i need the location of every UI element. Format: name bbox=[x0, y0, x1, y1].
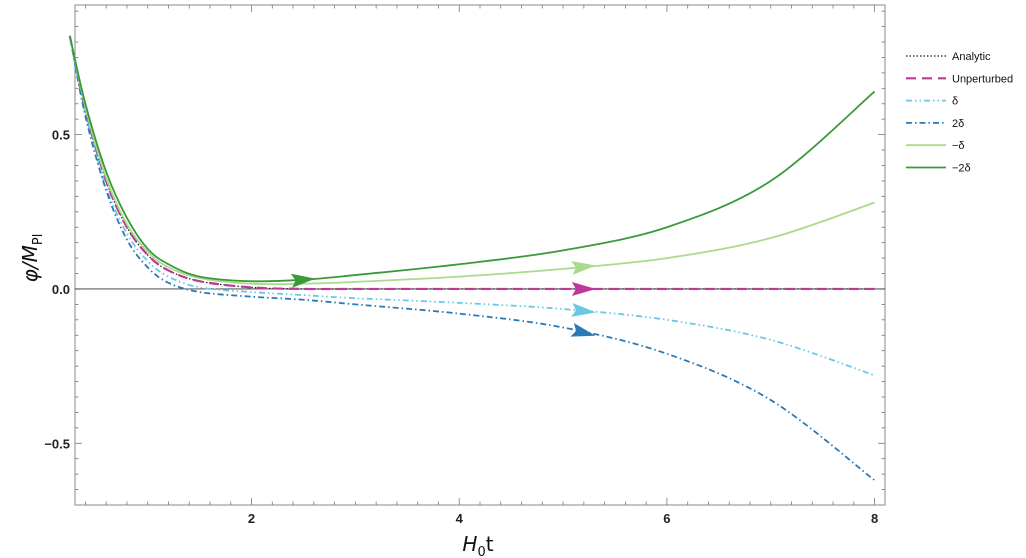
plot-border bbox=[74, 4, 886, 506]
tick-labels: 2 4 6 8 0.5 0.0 −0.5 bbox=[44, 128, 878, 526]
y-tick-label: 0.0 bbox=[52, 282, 70, 297]
legend-label-2: δ bbox=[952, 96, 958, 108]
direction-arrow-head bbox=[570, 323, 596, 337]
series-group bbox=[68, 35, 876, 482]
direction-arrow-5 bbox=[290, 273, 316, 288]
direction-arrow-head bbox=[571, 302, 596, 317]
y-axis-title: φ/MPl bbox=[18, 234, 46, 283]
legend-label-3: 2δ bbox=[952, 118, 964, 130]
legend-label-1: Unperturbed bbox=[952, 73, 1013, 85]
x-axis-title-main: H bbox=[462, 532, 477, 556]
y-tick-label: 0.5 bbox=[52, 128, 70, 143]
x-tick-label: 4 bbox=[456, 511, 464, 526]
y-tick-label: −0.5 bbox=[44, 436, 70, 451]
x-tick-label: 8 bbox=[871, 511, 878, 526]
legend-label-0: Analytic bbox=[952, 51, 991, 63]
direction-arrow-4 bbox=[571, 261, 596, 275]
direction-arrow-head bbox=[571, 281, 596, 296]
series-line-1 bbox=[68, 35, 875, 291]
x-axis-title: H0t bbox=[462, 532, 493, 558]
legend-label-5: −2δ bbox=[952, 163, 971, 175]
y-axis-title-sub: Pl bbox=[31, 234, 46, 245]
y-axis-title-main: φ/M bbox=[18, 245, 42, 282]
series-line-5 bbox=[68, 35, 876, 283]
series-line-0 bbox=[69, 35, 875, 290]
x-tick-label: 6 bbox=[663, 511, 670, 526]
legend: Analytic Unperturbed δ 2δ −δ −2δ bbox=[906, 51, 1013, 175]
series-line-2 bbox=[68, 35, 875, 377]
arrows-group bbox=[290, 261, 596, 337]
direction-arrow-head bbox=[290, 273, 316, 288]
direction-arrow-1 bbox=[571, 281, 596, 296]
x-tick-label: 2 bbox=[248, 511, 255, 526]
direction-arrow-2 bbox=[571, 302, 596, 317]
direction-arrow-3 bbox=[570, 323, 596, 337]
axis-ticks bbox=[75, 5, 885, 505]
series-line-4 bbox=[68, 35, 875, 286]
series-line-3 bbox=[68, 35, 876, 482]
plot-frame bbox=[74, 4, 886, 506]
x-axis-title-sub: 0 bbox=[477, 545, 485, 558]
x-axis-title-tail: t bbox=[486, 532, 494, 556]
direction-arrow-head bbox=[571, 261, 596, 275]
legend-label-4: −δ bbox=[952, 140, 965, 152]
